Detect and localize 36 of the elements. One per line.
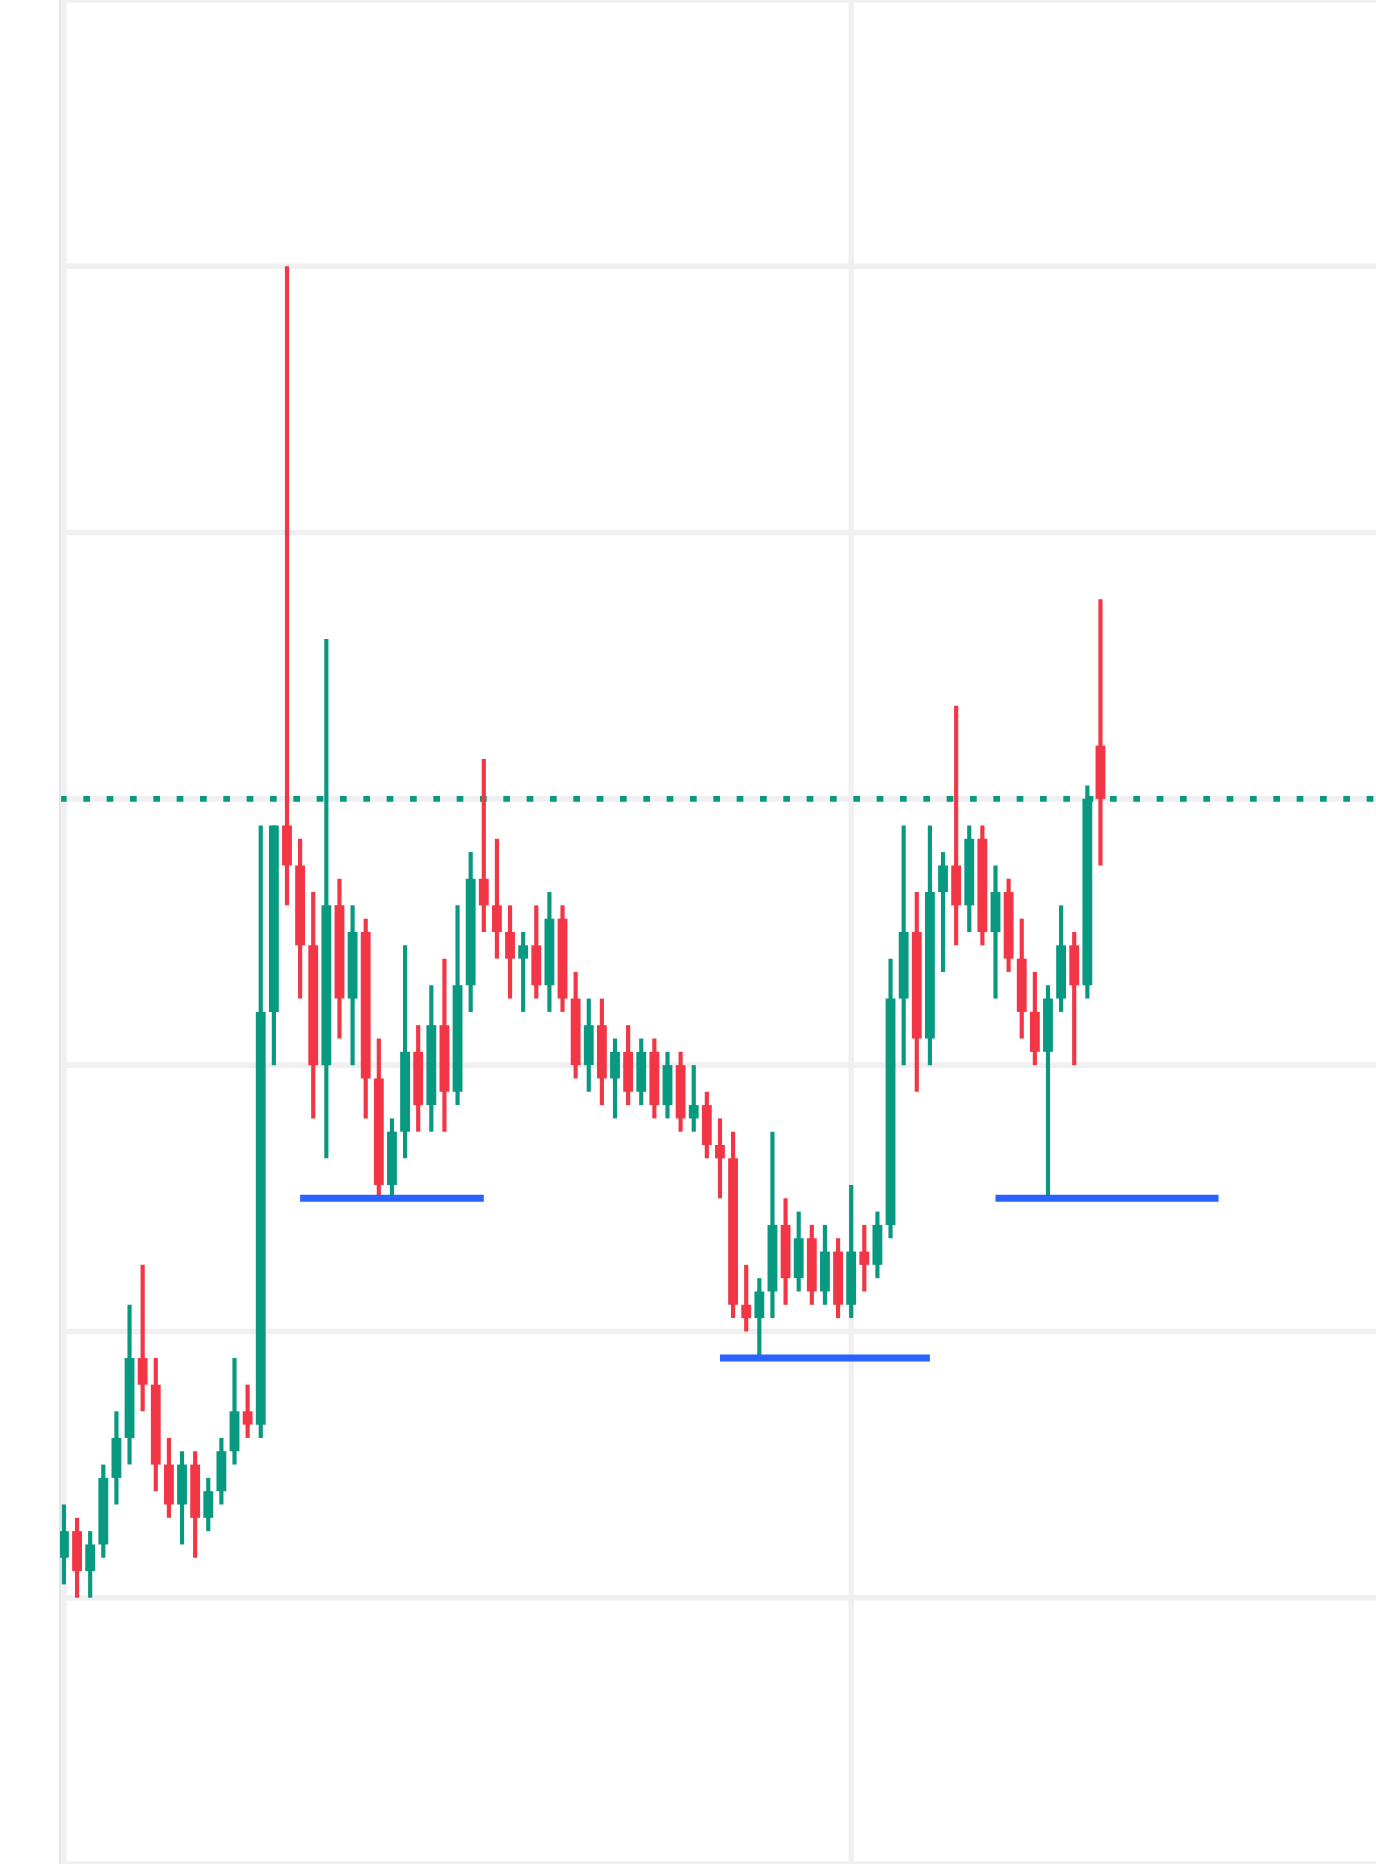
- candlestick: [859, 1222, 870, 1294]
- candlestick: [229, 1355, 240, 1467]
- candlestick: [951, 703, 962, 948]
- candlestick: [177, 1449, 187, 1547]
- candlestick: [623, 1023, 634, 1108]
- candlestick: [938, 850, 948, 975]
- candlestick: [754, 1276, 765, 1361]
- candlestick: [531, 903, 542, 1001]
- candlestick: [518, 929, 529, 1014]
- candlestick: [688, 1063, 699, 1134]
- candlestick: [216, 1435, 227, 1507]
- candlestick: [662, 1049, 673, 1121]
- candlestick: [741, 1262, 752, 1334]
- candlestick: [163, 1435, 174, 1520]
- candlestick: [701, 1089, 712, 1161]
- candlestick: [492, 836, 502, 961]
- candlestick: [610, 1036, 620, 1121]
- candlestick: [60, 1502, 69, 1587]
- candlestick: [137, 1262, 148, 1414]
- candlestick: [793, 1209, 804, 1294]
- candlestick: [72, 1515, 82, 1600]
- candlestick: [111, 1409, 122, 1507]
- candlestick: [715, 1116, 725, 1201]
- candlestick: [85, 1529, 96, 1600]
- candlestick: [242, 1382, 253, 1441]
- candlestick: [820, 1222, 830, 1307]
- candlestick: [1029, 969, 1040, 1068]
- candlestick: [872, 1209, 883, 1281]
- candlestick: [282, 264, 292, 908]
- candlestick: [203, 1475, 214, 1534]
- candlestick: [505, 903, 515, 1001]
- candlestick: [636, 1036, 647, 1108]
- candlestick: [1069, 929, 1080, 1068]
- candlestick: [478, 756, 489, 935]
- candlestick: [583, 996, 594, 1094]
- candlestick: [990, 863, 1001, 1001]
